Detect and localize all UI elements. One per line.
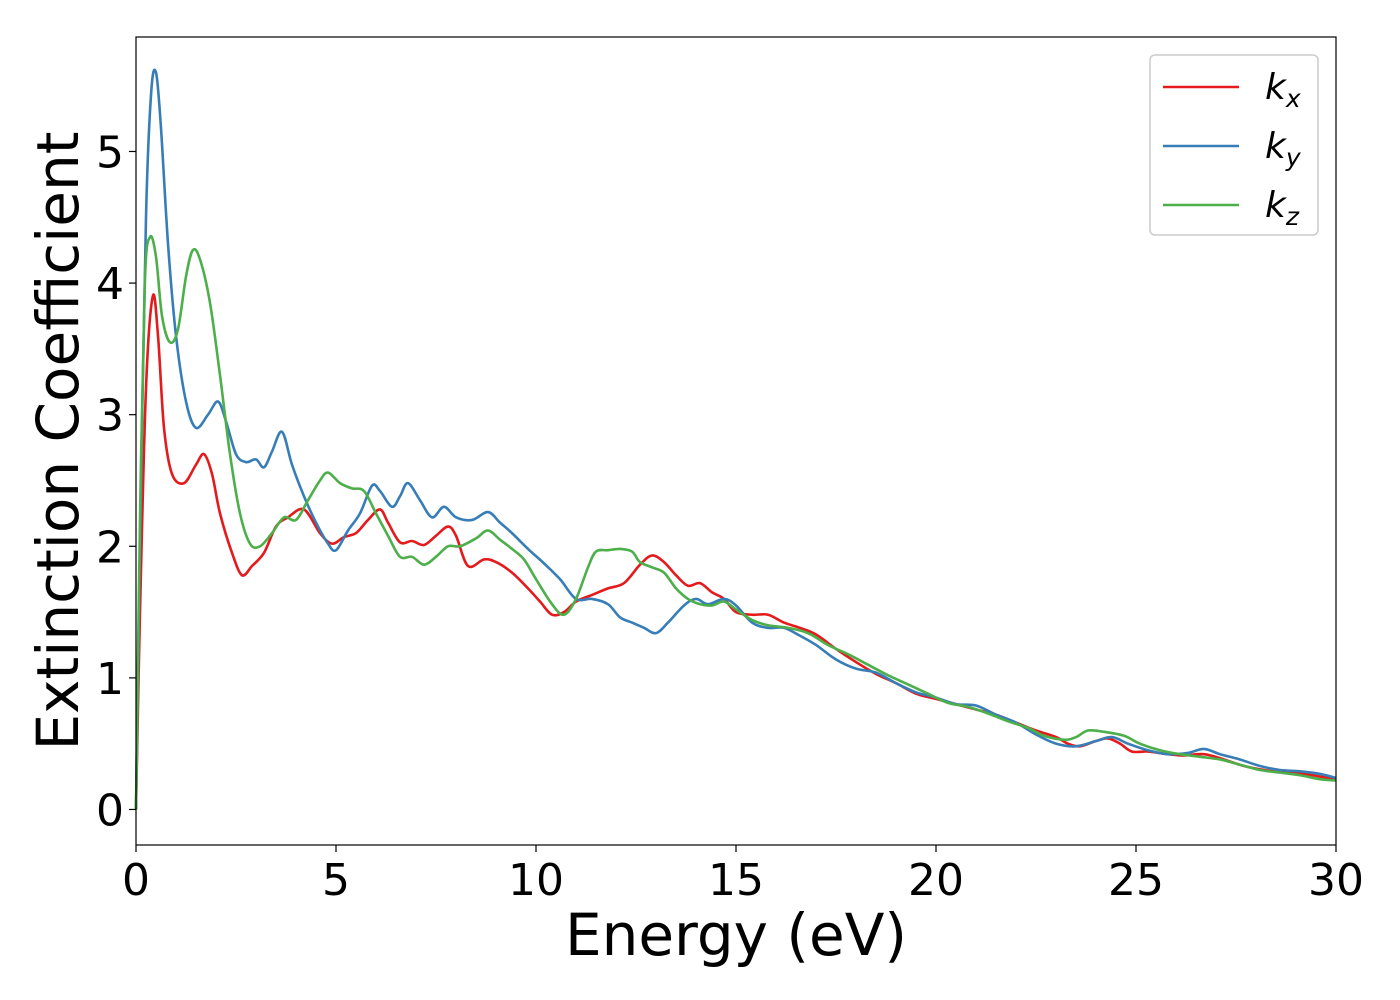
x-tick-label: 30 (1308, 855, 1364, 906)
legend-label-x: kx (1265, 67, 1301, 113)
y-tick-label: 3 (96, 391, 124, 442)
x-tick-label: 25 (1108, 855, 1164, 906)
y-tick-label: 5 (96, 127, 124, 178)
legend-label-z: kz (1265, 185, 1300, 231)
x-axis-title: Energy (eV) (565, 901, 907, 969)
plot-background (136, 37, 1336, 845)
y-axis-title: Extinction Coefficient (24, 132, 92, 751)
x-tick-label: 20 (908, 855, 964, 906)
legend: kx ky kz (1149, 54, 1319, 236)
x-tick-label: 15 (708, 855, 764, 906)
y-tick-label: 0 (96, 785, 124, 836)
series-layer (134, 68, 1337, 810)
x-axis: 0 5 10 15 20 25 30 (122, 845, 1364, 906)
x-tick-label: 5 (322, 855, 350, 906)
y-tick-label: 2 (96, 522, 124, 573)
legend-label-y: ky (1265, 126, 1302, 172)
y-axis: 0 1 2 3 4 5 (96, 127, 136, 836)
y-tick-label: 1 (96, 654, 124, 705)
series-line-z (134, 234, 1337, 810)
x-tick-label: 0 (122, 855, 150, 906)
y-tick-label: 4 (96, 259, 124, 310)
x-tick-label: 10 (508, 855, 564, 906)
